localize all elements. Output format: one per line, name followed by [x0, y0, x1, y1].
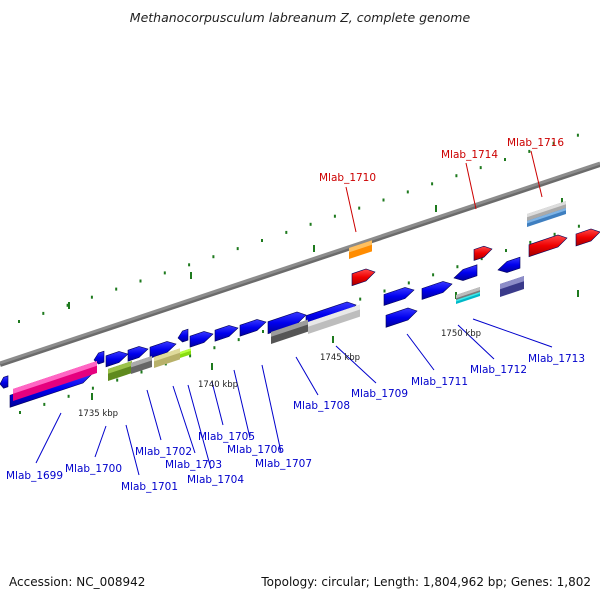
gene-label: Mlab_1702	[135, 446, 192, 458]
gene-arrow-mlab-1712	[421, 281, 453, 300]
leader-line	[261, 364, 282, 453]
gene-arrow-mlab-1714	[473, 245, 493, 261]
leader-line	[530, 150, 543, 198]
gene-features	[0, 201, 600, 408]
gene-label: Mlab_1703	[165, 459, 222, 471]
gene-box-mlab-1709-top	[308, 304, 360, 327]
gene-box-mlab-1701-top	[108, 361, 132, 374]
leader-line	[125, 424, 140, 476]
leader-line	[295, 356, 319, 396]
gene-arrow-mlab-1717	[575, 228, 600, 247]
gene-label: Mlab_1705	[198, 431, 255, 443]
leader-line	[345, 186, 357, 233]
map-title: Methanocorpusculum labreanum Z, complete…	[129, 10, 471, 25]
leader-line	[335, 345, 377, 384]
gene-arrow-mlab-1707	[239, 319, 267, 337]
scale-label: 1745 kbp	[320, 353, 360, 363]
gene-arrow-mlab-1701	[105, 351, 129, 368]
gene-box-mlab-1699-top	[13, 361, 97, 394]
leader-line	[35, 412, 62, 464]
gene-arrow-mlab-1716	[528, 234, 568, 258]
gene-box-mlab-1716-blue-top	[527, 208, 566, 224]
leader-line	[465, 162, 477, 210]
leader-line	[233, 369, 251, 439]
gene-label: Mlab_1700	[65, 463, 122, 475]
gene-box-mlab-1702-top	[131, 356, 152, 368]
gene-box-mlab-1708-top	[271, 319, 308, 337]
gene-label: Mlab_1710	[319, 172, 376, 184]
gene-label: Mlab_1711	[411, 376, 468, 388]
leader-line	[406, 333, 435, 371]
scale-label: 1740 kbp	[198, 380, 238, 390]
gene-label: Mlab_1704	[187, 474, 244, 486]
gene-label: Mlab_1708	[293, 400, 350, 412]
gene-arrow-mlab-1712b	[453, 264, 478, 281]
gene-arrow-mlab-1699-up	[0, 375, 9, 389]
gene-arrow-mlab-1703	[149, 341, 177, 359]
gene-arrow-mlab-1711	[383, 287, 415, 306]
gene-arrow-mlab-1706	[214, 325, 239, 342]
leader-line	[94, 425, 107, 458]
gene-box-mlab-1712-top	[456, 287, 480, 299]
genome-backbone	[0, 161, 600, 367]
gene-arrow-mlab-1710	[351, 268, 376, 287]
gene-label: Mlab_1713	[528, 353, 585, 365]
leader-line	[146, 389, 162, 441]
gene-arrow-mlab-1702	[127, 346, 149, 362]
gene-label: Mlab_1714	[441, 149, 498, 161]
gene-label: Mlab_1716	[507, 137, 564, 149]
gene-label: Mlab_1701	[121, 481, 178, 493]
gene-box-mlab-1716-grey-top	[527, 201, 566, 218]
scale-labels: 1735 kbp 1740 kbp 1745 kbp 1750 kbp	[78, 329, 481, 419]
gene-arrow-mlab-1704	[177, 328, 189, 343]
genome-summary: Topology: circular; Length: 1,804,962 bp…	[261, 575, 591, 589]
gene-arrow-mlab-1711b	[385, 307, 418, 328]
gene-box-mlab-1712c-top	[456, 292, 480, 302]
gene-label: Mlab_1707	[255, 458, 312, 470]
label-leaders	[35, 150, 553, 476]
gene-arrow-mlab-1705	[189, 331, 214, 348]
scale-label: 1750 kbp	[441, 329, 481, 339]
gene-label: Mlab_1712	[470, 364, 527, 376]
gene-box-mlab-1703-top	[154, 348, 180, 362]
gene-arrow-mlab-1700	[93, 350, 105, 365]
gene-box-mlab-1713-top	[500, 276, 524, 290]
leader-line	[457, 324, 495, 360]
leader-line	[172, 385, 196, 454]
gene-label: Mlab_1699	[6, 470, 63, 482]
leader-line	[472, 318, 553, 348]
scale-label: 1735 kbp	[78, 409, 118, 419]
gene-box-mlab-1704-top	[180, 348, 191, 355]
leader-line	[211, 381, 224, 426]
gene-box-mlab-1710-top	[349, 240, 372, 253]
leader-line	[187, 384, 212, 470]
backbone-line	[0, 161, 600, 365]
gene-label: Mlab_1706	[227, 444, 284, 456]
gene-arrow-mlab-1713	[497, 256, 521, 273]
accession-text: Accession: NC_008942	[9, 575, 146, 589]
gene-labels: Mlab_1699Mlab_1700Mlab_1701Mlab_1702Mlab…	[6, 137, 585, 493]
gene-arrow-mlab-1708	[267, 311, 307, 335]
gene-label: Mlab_1709	[351, 388, 408, 400]
